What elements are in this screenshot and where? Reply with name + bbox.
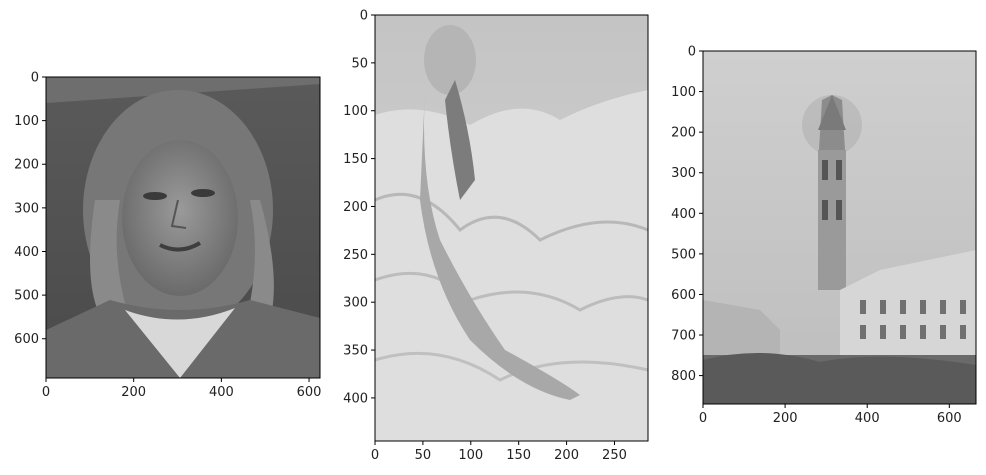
panel-face: 0 200 400 600 0 100 200 300 400 500 600 <box>14 71 321 401</box>
tower-y-tick-label: 800 <box>671 369 696 384</box>
tower-x-tick-label: 400 <box>855 411 880 426</box>
panel-sculpture: 0 50 100 150 200 250 0 50 100 150 200 250 300 350 400 <box>343 9 649 464</box>
sculpture-x-tick-label: 0 <box>371 448 379 463</box>
sculpture-y-tick-label: 300 <box>343 296 368 311</box>
sculpture-x-tick-label: 200 <box>554 448 579 463</box>
face-x-tick-label: 600 <box>297 385 322 400</box>
tower-y-tick-label: 700 <box>671 329 696 344</box>
sculpture-y-tick-label: 100 <box>343 104 368 119</box>
face-y-tick-label: 100 <box>14 114 39 129</box>
face-y-tick-label: 500 <box>14 289 39 304</box>
sculpture-y-tick-label: 0 <box>360 9 368 24</box>
face-y-tick-label: 600 <box>14 332 39 347</box>
tower-image <box>703 51 976 404</box>
tower-y-tick-label: 500 <box>671 247 696 262</box>
tower-axes: 0 200 400 600 0 100 200 300 400 500 600 700 800 <box>671 45 962 427</box>
tower-x-tick-label: 200 <box>773 411 798 426</box>
face-y-tick-label: 300 <box>14 201 39 216</box>
tower-y-tick-label: 400 <box>671 207 696 222</box>
tower-y-tick-label: 0 <box>688 45 696 60</box>
tower-y-tick-label: 600 <box>671 288 696 303</box>
face-axes-frame <box>45 76 321 379</box>
sculpture-y-tick-label: 350 <box>343 344 368 359</box>
sculpture-y-tick-label: 250 <box>343 248 368 263</box>
sculpture-y-tick-label: 150 <box>343 152 368 167</box>
tower-axes-frame <box>702 50 977 405</box>
tower-x-tick-label: 600 <box>937 411 962 426</box>
sculpture-x-tick-label: 150 <box>506 448 531 463</box>
face-y-tick-label: 400 <box>14 245 39 260</box>
sculpture-x-tick-label: 250 <box>602 448 627 463</box>
sculpture-y-tick-label: 200 <box>343 200 368 215</box>
sculpture-x-tick-label: 50 <box>415 448 432 463</box>
sculpture-axes: 0 50 100 150 200 250 0 50 100 150 200 250 300 350 400 <box>343 9 627 464</box>
face-x-tick-label: 200 <box>121 385 146 400</box>
sculpture-y-tick-label: 50 <box>351 56 368 71</box>
sculpture-x-tick-label: 100 <box>458 448 483 463</box>
tower-y-tick-label: 300 <box>671 166 696 181</box>
face-x-tick-label: 400 <box>209 385 234 400</box>
face-image <box>46 77 320 378</box>
face-x-tick-label: 0 <box>42 385 50 400</box>
face-axes: 0 200 400 600 0 100 200 300 400 500 600 <box>14 71 321 401</box>
sculpture-image <box>374 15 649 441</box>
tower-x-tick-label: 0 <box>699 411 707 426</box>
tower-y-tick-label: 100 <box>671 85 696 100</box>
sculpture-axes-frame <box>374 14 649 442</box>
face-y-tick-label: 200 <box>14 158 39 173</box>
panel-tower: 0 200 400 600 0 100 200 300 400 500 600 700 800 <box>671 45 977 427</box>
sculpture-y-tick-label: 400 <box>343 391 368 406</box>
tower-y-tick-label: 200 <box>671 126 696 141</box>
face-y-tick-label: 0 <box>31 71 39 86</box>
